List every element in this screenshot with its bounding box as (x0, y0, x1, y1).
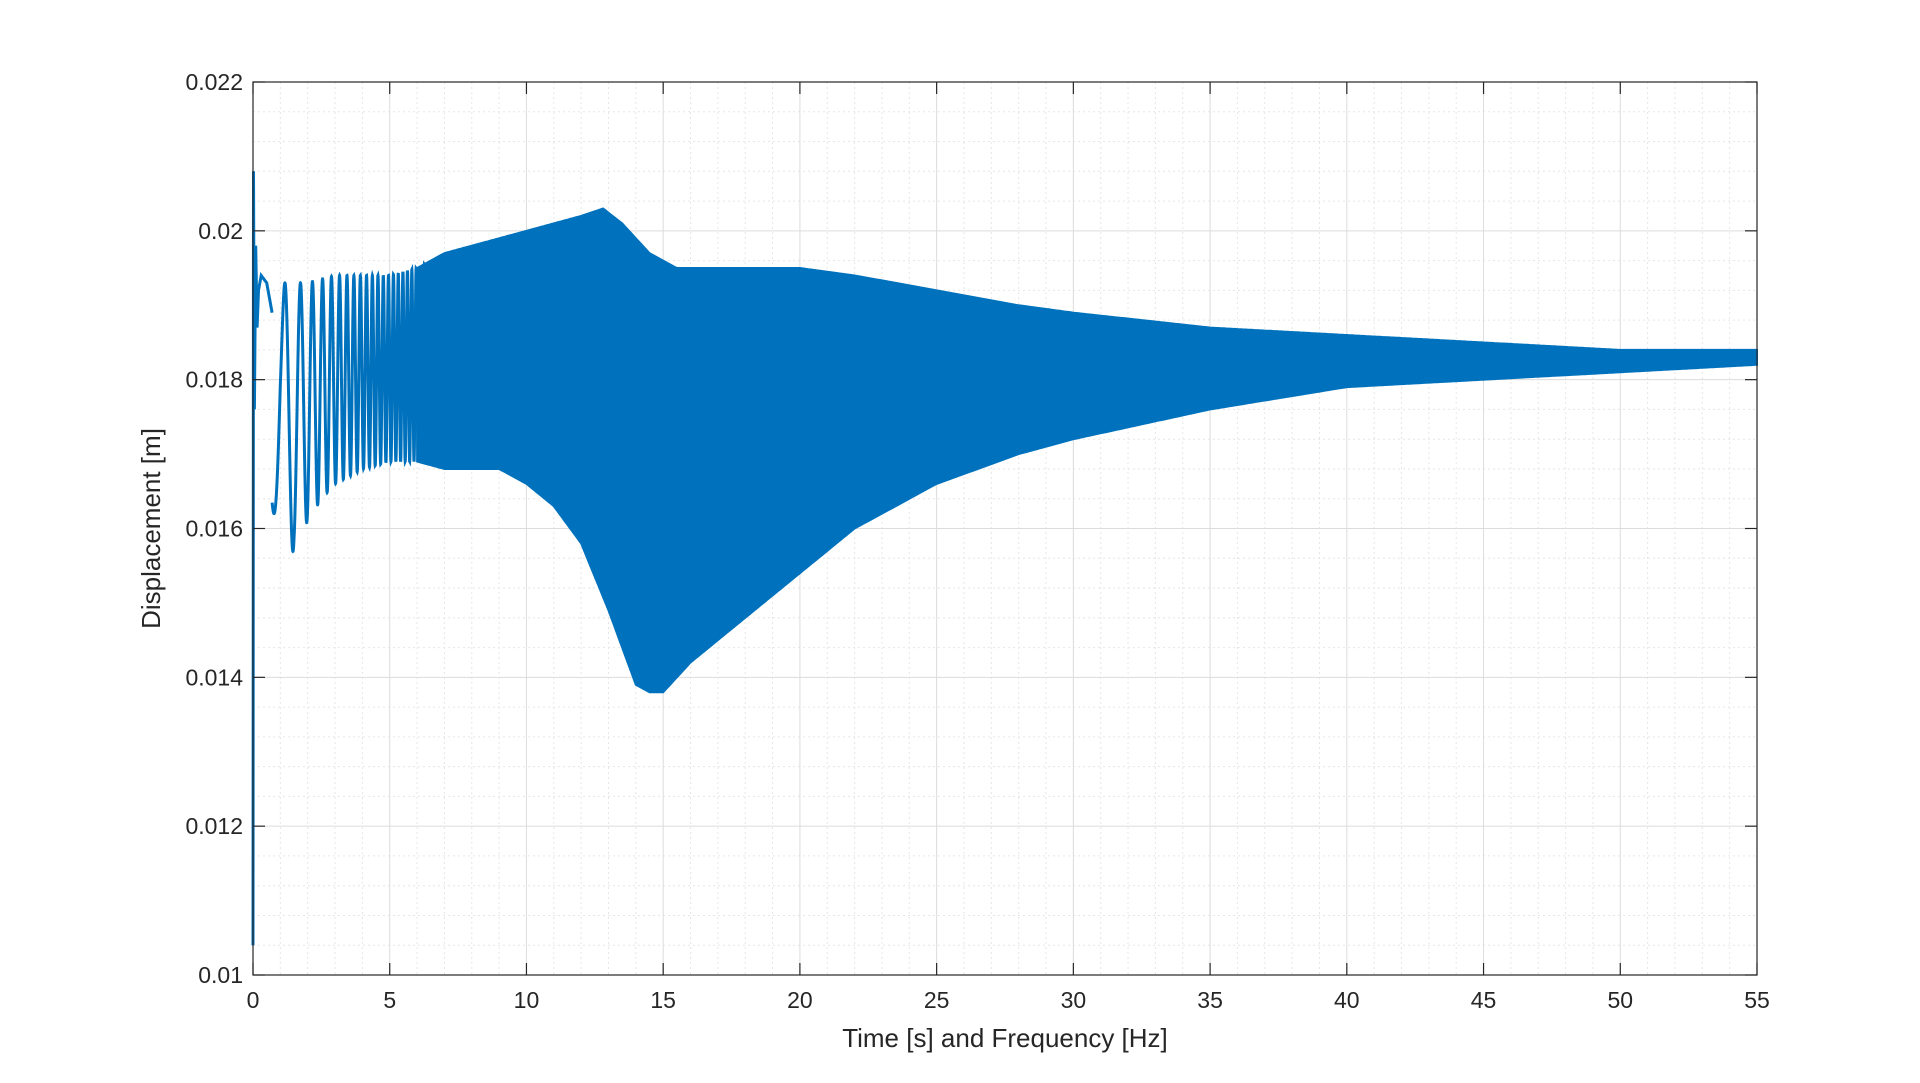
y-axis-label: Displacement [m] (136, 428, 166, 629)
x-tick-label: 25 (924, 987, 950, 1013)
x-tick-label: 10 (514, 987, 540, 1013)
x-tick-label: 30 (1061, 987, 1087, 1013)
y-tick-labels: 0.01 0.012 0.014 0.016 0.018 0.02 0.022 (185, 69, 243, 988)
x-axis-label: Time [s] and Frequency [Hz] (842, 1023, 1168, 1053)
x-tick-labels: 0 5 10 15 20 25 30 35 40 45 50 55 (247, 987, 1770, 1013)
axis-ticks (252, 81, 1758, 976)
initial-transient-line (251, 171, 274, 946)
x-tick-label: 15 (650, 987, 676, 1013)
x-tick-label: 40 (1334, 987, 1360, 1013)
x-tick-label: 20 (787, 987, 813, 1013)
x-tick-label: 55 (1744, 987, 1770, 1013)
x-tick-label: 50 (1607, 987, 1633, 1013)
y-tick-label: 0.022 (185, 69, 243, 95)
early-oscillation-cycles (270, 260, 430, 554)
x-tick-label: 5 (383, 987, 396, 1013)
oscillation-trace (270, 260, 430, 554)
x-tick-label: 45 (1471, 987, 1497, 1013)
y-tick-label: 0.016 (185, 516, 243, 542)
x-tick-label: 35 (1197, 987, 1223, 1013)
y-tick-label: 0.014 (185, 664, 243, 690)
y-tick-label: 0.012 (185, 813, 243, 839)
y-tick-label: 0.018 (185, 367, 243, 393)
x-tick-label: 0 (247, 987, 260, 1013)
y-tick-label: 0.01 (198, 962, 243, 988)
y-tick-label: 0.02 (198, 218, 243, 244)
